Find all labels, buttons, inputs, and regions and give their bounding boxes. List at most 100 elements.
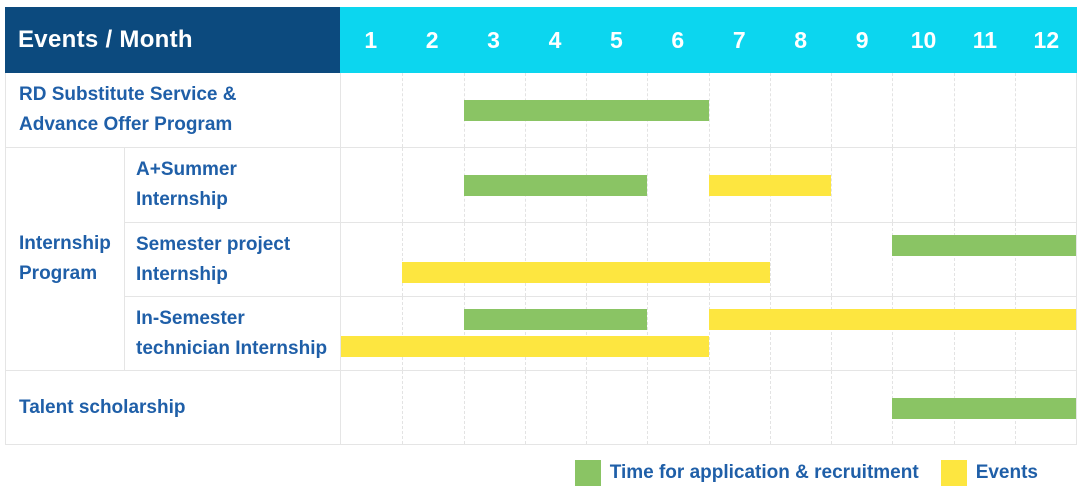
sub-row-label: A+Summer Internship (125, 148, 341, 222)
group-label-line: Internship (19, 233, 111, 254)
table-row: RD Substitute Service & Advance Offer Pro… (6, 73, 1076, 147)
row-label-line: RD Substitute Service & (19, 84, 237, 105)
sub-row-label-line: technician Internship (136, 337, 328, 359)
chart-area (341, 297, 1076, 370)
month-gridline (402, 223, 404, 296)
month-gridline (708, 371, 710, 444)
legend: Time for application & recruitment Event… (574, 460, 1038, 486)
sub-row-label-line: A+Summer (136, 159, 237, 180)
month-gridline (524, 297, 526, 370)
month-gridline (831, 297, 832, 370)
table-header-row: Events / Month 1 2 3 4 5 6 7 8 9 10 11 12 (5, 7, 1077, 73)
month-gridline (463, 371, 465, 444)
sub-row-label-line: In-Semester (136, 307, 245, 329)
month-gridline (953, 223, 955, 296)
table-body: RD Substitute Service & Advance Offer Pro… (5, 73, 1077, 445)
month-header-8: 8 (794, 26, 808, 53)
sub-row-label-line: Semester project (136, 233, 291, 255)
gantt-bar-application (463, 100, 709, 121)
month-gridline (953, 148, 955, 222)
month-gridline (402, 73, 404, 147)
month-header-1: 1 (364, 26, 378, 53)
row-label-line: Talent scholarship (19, 396, 186, 418)
month-gridline (708, 297, 710, 370)
sub-row-label-line: Internship (136, 263, 228, 285)
table-row: Talent scholarship (6, 370, 1076, 444)
month-gridline (769, 223, 771, 296)
chart-area (341, 148, 1076, 222)
month-gridline (769, 73, 771, 147)
month-header-11: 11 (972, 26, 998, 53)
month-header-9: 9 (855, 26, 869, 53)
gantt-bar-application (463, 309, 648, 330)
legend-label-events: Events (975, 462, 1038, 483)
month-gridline (402, 297, 404, 370)
sub-row-label-line: Internship (136, 189, 228, 210)
gantt-bar-events (341, 336, 709, 357)
sub-row-label: In-Semester technician Internship (125, 297, 341, 370)
sub-row-label: Semester project Internship (125, 223, 341, 296)
gantt-bar-application (463, 175, 648, 196)
month-gridline (953, 297, 955, 370)
month-gridline (953, 73, 955, 147)
table-sub-row: In-Semester technician Internship (125, 296, 1076, 370)
chart-area (341, 73, 1076, 147)
month-header-7: 7 (732, 26, 746, 53)
month-gridline (831, 223, 832, 296)
chart-area (341, 223, 1076, 296)
application-color-swatch (574, 460, 601, 486)
month-gridline (1014, 148, 1016, 222)
events-color-swatch (940, 460, 967, 486)
group-label: Internship Program (6, 148, 125, 370)
month-gridline (708, 223, 710, 296)
gantt-bar-events (708, 175, 831, 196)
month-gridline (524, 371, 526, 444)
gantt-bar-events (402, 262, 770, 283)
gantt-bar-events (708, 309, 1076, 330)
header-title-cell: Events / Month (5, 7, 340, 73)
gantt-table: Events / Month 1 2 3 4 5 6 7 8 9 10 11 12 RD Substi… (5, 7, 1077, 445)
group-rows: A+Summer Internship Semester project Intern… (125, 148, 1076, 370)
month-gridline (892, 73, 894, 147)
row-label-line: Advance Offer Program (19, 114, 233, 135)
month-gridline (892, 223, 894, 296)
month-header-strip: 1 2 3 4 5 6 7 8 9 10 11 12 (340, 7, 1077, 73)
month-header-3: 3 (487, 26, 500, 53)
table-sub-row: A+Summer Internship (125, 148, 1076, 222)
month-header-4: 4 (548, 26, 562, 53)
month-gridline (647, 223, 649, 296)
group-label-line: Program (19, 263, 98, 284)
month-gridline (892, 148, 894, 222)
legend-label-application: Time for application & recruitment (609, 462, 919, 483)
month-gridline (402, 148, 404, 222)
month-gridline (769, 371, 771, 444)
month-header-10: 10 (910, 26, 937, 53)
month-gridline (586, 297, 587, 370)
month-gridline (1014, 223, 1016, 296)
month-gridline (831, 371, 832, 444)
month-gridline (524, 223, 526, 296)
month-gridline (647, 371, 649, 444)
table-sub-row: Semester project Internship (125, 222, 1076, 296)
month-gridline (769, 297, 771, 370)
month-gridline (708, 73, 710, 147)
month-header-12: 12 (1033, 26, 1060, 53)
month-gridline (586, 371, 587, 444)
month-gridline (1014, 73, 1016, 147)
row-label: Talent scholarship (6, 371, 341, 444)
month-header-6: 6 (671, 26, 685, 53)
chart-area (341, 371, 1076, 444)
month-gridline (463, 297, 465, 370)
row-label: RD Substitute Service & Advance Offer Pro… (6, 73, 341, 147)
gantt-bar-application (892, 235, 1076, 256)
month-gridline (892, 297, 894, 370)
row-group: Internship Program A+Summer Internship Semes… (6, 147, 1076, 370)
month-gridline (1014, 297, 1016, 370)
month-gridline (586, 223, 587, 296)
month-gridline (402, 371, 404, 444)
month-gridline (647, 148, 649, 222)
month-header-2: 2 (425, 26, 439, 53)
month-gridline (831, 73, 832, 147)
month-gridline (463, 223, 465, 296)
month-header-5: 5 (610, 26, 623, 53)
